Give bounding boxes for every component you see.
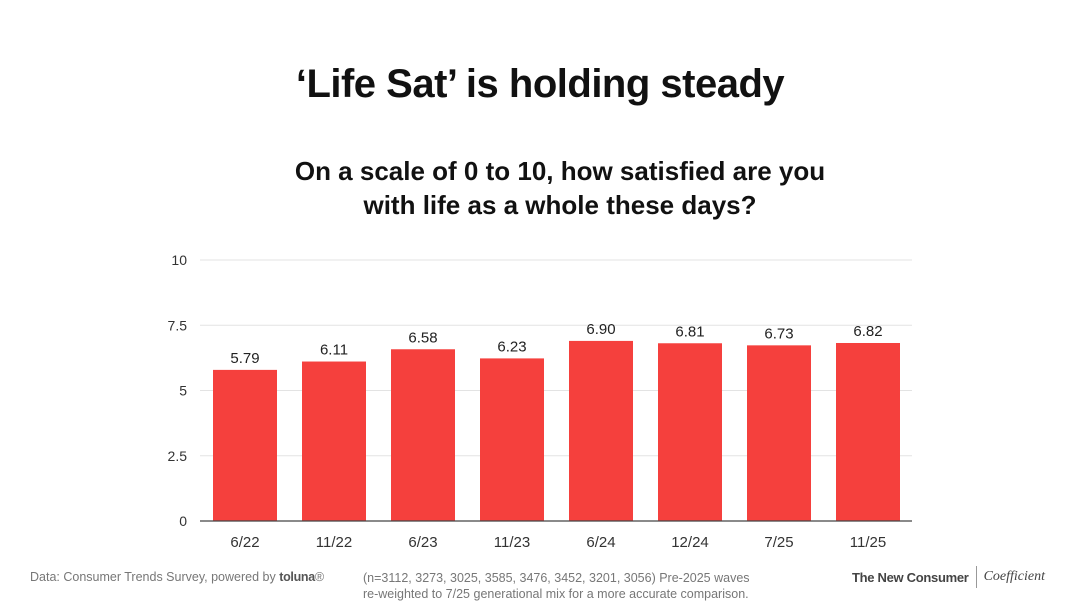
- bar-value-label: 6.11: [320, 342, 348, 359]
- bar-value-label: 6.73: [764, 325, 793, 342]
- coefficient-logo: Coefficient: [983, 569, 1045, 584]
- x-axis-ticks: 6/22 11/22 6/23 11/23 6/24 12/24 7/25 11/25: [230, 534, 886, 551]
- bar-value-label: 6.90: [586, 321, 615, 338]
- sample-note-line-1: (n=3112, 3273, 3025, 3585, 3476, 3452, 3…: [363, 571, 750, 585]
- x-tick-label: 6/22: [230, 534, 259, 551]
- x-tick-label: 11/23: [494, 534, 530, 551]
- bar-value-label: 6.23: [497, 338, 526, 355]
- bar: [213, 369, 277, 521]
- y-tick-label: 2.5: [168, 448, 188, 464]
- data-source-text: Data: Consumer Trends Survey, powered by: [30, 570, 280, 584]
- bar: [302, 361, 366, 521]
- bar-value-label: 6.58: [408, 329, 437, 346]
- bar-value-label: 5.79: [230, 350, 259, 367]
- x-tick-label: 11/22: [316, 534, 352, 551]
- x-tick-label: 7/25: [764, 534, 793, 551]
- x-tick-label: 11/25: [850, 534, 886, 551]
- brand-logos: The New Consumer Coefficient: [852, 566, 1045, 588]
- bar: [658, 343, 722, 521]
- bars: [213, 340, 900, 521]
- y-axis-ticks: 0 2.5 5 7.5 10: [168, 252, 188, 529]
- bar: [391, 349, 455, 521]
- the-new-consumer-logo: The New Consumer: [852, 569, 969, 585]
- subtitle-line-1: On a scale of 0 to 10, how satisfied are…: [294, 156, 826, 186]
- bar: [747, 345, 811, 521]
- x-tick-label: 12/24: [671, 534, 709, 551]
- bar: [569, 340, 633, 521]
- bar: [836, 342, 900, 521]
- data-source: Data: Consumer Trends Survey, powered by…: [30, 570, 324, 584]
- brand-divider: [975, 566, 977, 588]
- chart-subtitle: On a scale of 0 to 10, how satisfied are…: [190, 154, 930, 222]
- x-tick-label: 6/24: [586, 534, 615, 551]
- subtitle-line-2: with life as a whole these days?: [363, 190, 757, 220]
- toluna-mark: ®: [314, 570, 325, 584]
- bar-value-label: 6.81: [675, 323, 704, 340]
- bar-value-labels: 5.79 6.11 6.58 6.23 6.90 6.81 6.73 6.82: [230, 321, 882, 367]
- chart-title: ‘Life Sat’ is holding steady: [295, 62, 785, 106]
- toluna-logo: toluna: [279, 570, 315, 584]
- y-tick-label: 5: [179, 383, 187, 399]
- bar-value-label: 6.82: [853, 323, 882, 340]
- y-tick-label: 10: [171, 252, 187, 268]
- sample-note: (n=3112, 3273, 3025, 3585, 3476, 3452, 3…: [363, 570, 823, 602]
- y-tick-label: 7.5: [168, 317, 188, 333]
- y-tick-label: 0: [179, 513, 187, 529]
- x-tick-label: 6/23: [408, 534, 437, 551]
- sample-note-line-2: re-weighted to 7/25 generational mix for…: [363, 587, 749, 601]
- bar: [480, 358, 544, 521]
